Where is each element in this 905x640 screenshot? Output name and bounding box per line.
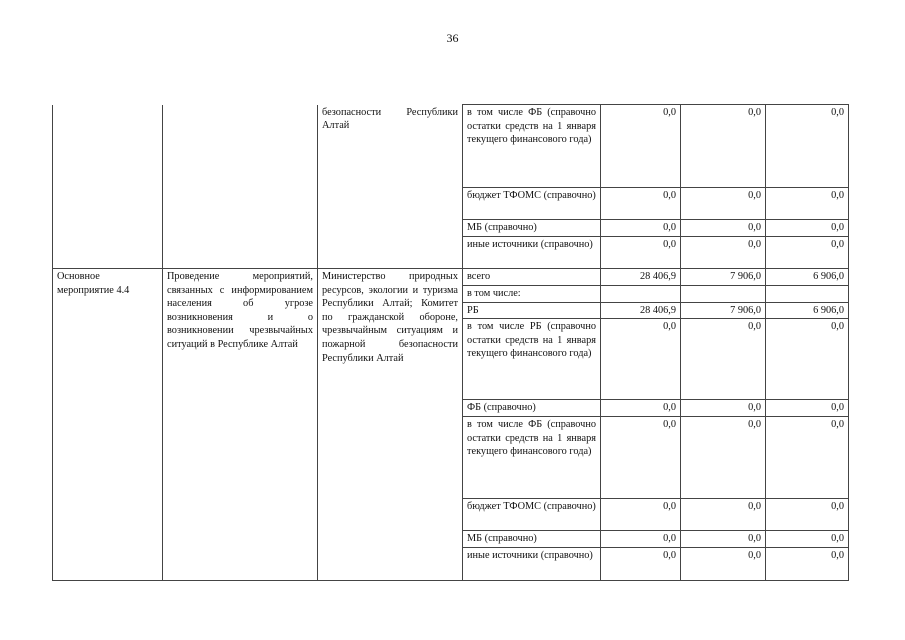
amount-cell: 0,0: [680, 219, 766, 237]
table-row: Основное мероприятие 4.4 Проведение мероп…: [52, 268, 849, 581]
amount-cell: 0,0: [680, 187, 766, 220]
measure-name-cell: [52, 104, 163, 269]
funding-source-cell: РБ: [462, 302, 601, 319]
funding-source-cell: в том числе:: [462, 285, 601, 303]
amount-cell: 0,0: [600, 399, 681, 417]
table-row: бюджет ТФОМС (справочно) 0,0 0,0 0,0: [53, 187, 849, 220]
funding-table: безопасности Республики Алтай в том числе…: [52, 104, 849, 581]
amount-cell: 7 906,0: [680, 268, 766, 286]
table-row: иные источники (справочно) 0,0 0,0 0,0: [53, 547, 849, 581]
amount-cell: 0,0: [600, 547, 681, 581]
funding-source-cell: иные источники (справочно): [462, 236, 601, 269]
funding-source-cell: МБ (справочно): [462, 219, 601, 237]
amount-cell: 0,0: [765, 104, 849, 188]
table-row: РБ 28 406,9 7 906,0 6 906,0: [53, 302, 849, 319]
measure-name-cell: Основное мероприятие 4.4: [52, 268, 163, 581]
amount-cell: [765, 285, 849, 303]
funding-source-cell: бюджет ТФОМС (справочно): [462, 187, 601, 220]
amount-cell: 0,0: [600, 219, 681, 237]
amount-cell: [680, 285, 766, 303]
table-row: в том числе:: [53, 285, 849, 303]
funding-source-cell: ФБ (справочно): [462, 399, 601, 417]
amount-cell: 0,0: [680, 318, 766, 400]
amount-cell: 0,0: [765, 236, 849, 269]
amount-cell: 0,0: [600, 318, 681, 400]
funding-source-cell: в том числе ФБ (справочно остатки средст…: [462, 416, 601, 499]
page-number: 36: [446, 31, 459, 45]
measure-description-cell: Проведение мероприятий, связанных с инфо…: [162, 268, 318, 581]
amount-cell: 0,0: [765, 416, 849, 499]
measure-description-cell: [162, 104, 318, 269]
amount-cell: 0,0: [680, 399, 766, 417]
amount-cell: 6 906,0: [765, 268, 849, 286]
amount-cell: 0,0: [680, 547, 766, 581]
amount-cell: 0,0: [765, 187, 849, 220]
amount-cell: 0,0: [765, 399, 849, 417]
amount-cell: 0,0: [765, 547, 849, 581]
table-row: в том числе РБ (справочно остатки средст…: [53, 318, 849, 400]
amount-cell: 28 406,9: [600, 302, 681, 319]
amount-cell: 0,0: [765, 318, 849, 400]
funding-source-cell: в том числе РБ (справочно остатки средст…: [462, 318, 601, 400]
amount-cell: 0,0: [600, 104, 681, 188]
table-row: безопасности Республики Алтай в том числе…: [52, 104, 849, 269]
amount-cell: 0,0: [680, 236, 766, 269]
funding-source-cell: иные источники (справочно): [462, 547, 601, 581]
amount-cell: 0,0: [765, 219, 849, 237]
amount-cell: 0,0: [680, 530, 766, 548]
funding-source-cell: в том числе ФБ (справочно остатки средст…: [462, 104, 601, 188]
funding-source-cell: всего: [462, 268, 601, 286]
amount-cell: 0,0: [600, 498, 681, 531]
executor-cell: Министерство природных ресурсов, экологи…: [317, 268, 463, 581]
executor-cell: безопасности Республики Алтай: [317, 104, 463, 269]
amount-cell: 0,0: [600, 236, 681, 269]
amount-cell: 28 406,9: [600, 268, 681, 286]
amount-cell: 0,0: [600, 416, 681, 499]
amount-cell: 0,0: [600, 530, 681, 548]
table-row: в том числе ФБ (справочно остатки средст…: [53, 416, 849, 499]
funding-source-cell: МБ (справочно): [462, 530, 601, 548]
amount-cell: 0,0: [680, 498, 766, 531]
funding-source-cell: бюджет ТФОМС (справочно): [462, 498, 601, 531]
amount-cell: 0,0: [600, 187, 681, 220]
amount-cell: 7 906,0: [680, 302, 766, 319]
amount-cell: [600, 285, 681, 303]
amount-cell: 0,0: [765, 498, 849, 531]
amount-cell: 0,0: [765, 530, 849, 548]
amount-cell: 0,0: [680, 416, 766, 499]
amount-cell: 6 906,0: [765, 302, 849, 319]
amount-cell: 0,0: [680, 104, 766, 188]
